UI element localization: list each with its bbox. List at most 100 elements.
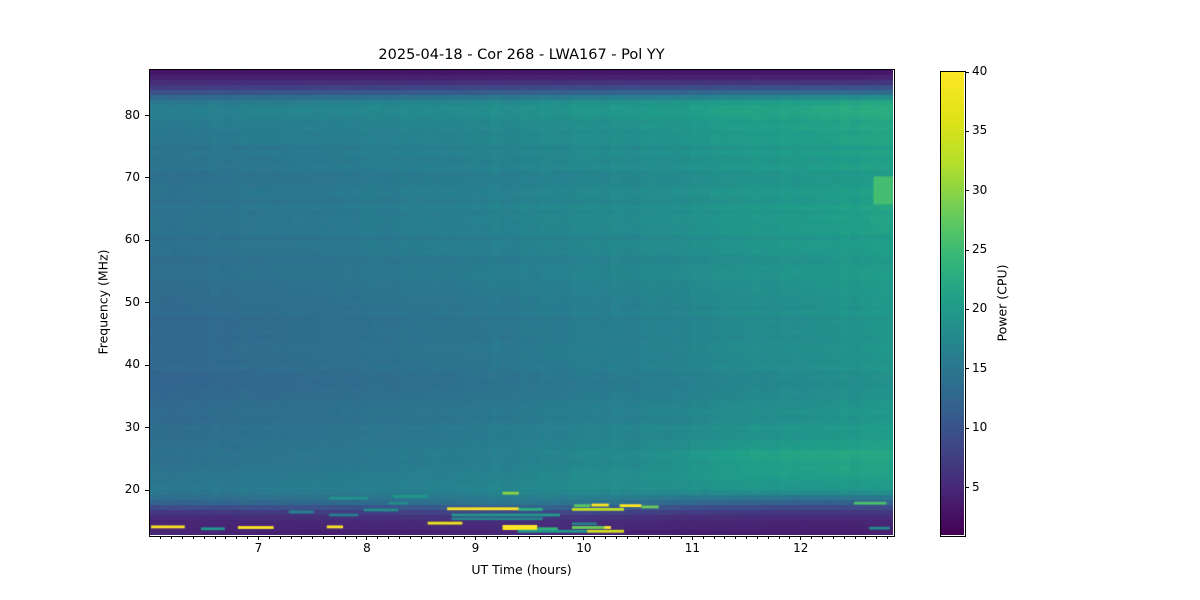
colorbar-tick-mark: [965, 249, 969, 251]
x-minor-tick-mark: [518, 536, 520, 539]
x-minor-tick-mark: [659, 536, 661, 539]
x-minor-tick-mark: [876, 536, 878, 539]
colorbar-gradient: [941, 72, 964, 535]
y-tick-mark: [145, 177, 149, 179]
colorbar-tick-label: 5: [972, 479, 980, 494]
x-minor-tick-mark: [182, 536, 184, 539]
x-tick-label: 12: [793, 541, 809, 555]
x-minor-tick-mark: [615, 536, 617, 539]
y-tick-mark: [145, 489, 149, 491]
x-minor-tick-mark: [887, 536, 889, 539]
x-minor-tick-mark: [561, 536, 563, 539]
y-tick-mark: [145, 115, 149, 117]
x-minor-tick-mark: [225, 536, 227, 539]
x-minor-tick-mark: [594, 536, 596, 539]
y-tick-label: 80: [124, 107, 140, 122]
x-minor-tick-mark: [290, 536, 292, 539]
x-tick-mark: [474, 536, 476, 540]
x-minor-tick-mark: [778, 536, 780, 539]
x-minor-tick-mark: [507, 536, 509, 539]
x-minor-tick-mark: [626, 536, 628, 539]
x-minor-tick-mark: [442, 536, 444, 539]
x-minor-tick-mark: [572, 536, 574, 539]
y-tick-mark: [145, 427, 149, 429]
x-minor-tick-mark: [388, 536, 390, 539]
x-minor-tick-mark: [344, 536, 346, 539]
x-tick-label: 11: [684, 541, 700, 555]
colorbar-tick-mark: [965, 487, 969, 488]
x-minor-tick-mark: [713, 536, 715, 539]
colorbar-tick-label: 25: [972, 242, 988, 257]
x-tick-label: 8: [363, 541, 371, 555]
x-minor-tick-mark: [160, 536, 162, 539]
x-minor-tick-mark: [333, 536, 335, 539]
x-minor-tick-mark: [680, 536, 682, 539]
y-tick-mark: [145, 364, 149, 366]
y-tick-label: 60: [124, 232, 140, 247]
x-minor-tick-mark: [746, 536, 748, 539]
x-tick-mark: [583, 536, 585, 540]
x-minor-tick-mark: [821, 536, 823, 539]
x-tick-mark: [257, 536, 259, 540]
x-minor-tick-mark: [464, 536, 466, 539]
x-minor-tick-mark: [171, 536, 173, 539]
colorbar-tick-mark: [965, 368, 969, 370]
x-minor-tick-mark: [485, 536, 487, 539]
x-minor-tick-mark: [377, 536, 379, 539]
x-minor-tick-mark: [420, 536, 422, 539]
x-minor-tick-mark: [605, 536, 607, 539]
x-minor-tick-mark: [214, 536, 216, 539]
x-minor-tick-mark: [550, 536, 552, 539]
y-tick-label: 50: [124, 294, 140, 309]
y-tick-label: 70: [124, 169, 140, 184]
x-minor-tick-mark: [854, 536, 856, 539]
x-tick-label: 7: [254, 541, 263, 555]
x-minor-tick-mark: [203, 536, 205, 539]
x-minor-tick-mark: [670, 536, 672, 539]
x-minor-tick-mark: [355, 536, 357, 539]
x-minor-tick-mark: [301, 536, 303, 539]
colorbar-tick-label: 20: [972, 301, 988, 316]
colorbar-tick-mark: [965, 190, 969, 192]
x-minor-tick-mark: [409, 536, 411, 539]
colorbar-tick-label: 30: [972, 182, 988, 197]
x-minor-tick-mark: [192, 536, 194, 539]
x-minor-tick-mark: [789, 536, 791, 539]
x-minor-tick-mark: [431, 536, 433, 539]
x-minor-tick-mark: [312, 536, 314, 539]
x-tick-mark: [366, 536, 368, 540]
chart-title: 2025-04-18 - Cor 268 - LWA167 - Pol YY: [378, 47, 665, 63]
x-minor-tick-mark: [756, 536, 758, 539]
x-tick-mark: [800, 536, 802, 540]
y-tick-mark: [145, 239, 149, 241]
x-minor-tick-mark: [236, 536, 238, 539]
x-minor-tick-mark: [268, 536, 270, 539]
x-minor-tick-mark: [648, 536, 650, 539]
x-axis-label: UT Time (hours): [471, 562, 572, 577]
colorbar-tick-label: 15: [972, 360, 988, 375]
x-minor-tick-mark: [323, 536, 325, 539]
spectrogram-heatmap: [150, 70, 893, 535]
x-minor-tick-mark: [735, 536, 737, 539]
x-minor-tick-mark: [398, 536, 400, 539]
colorbar-tick-mark: [965, 71, 969, 73]
colorbar-tick-label: 10: [972, 420, 988, 435]
x-minor-tick-mark: [529, 536, 531, 539]
y-tick-label: 30: [124, 419, 140, 434]
colorbar-tick-mark: [965, 308, 969, 310]
x-minor-tick-mark: [539, 536, 541, 539]
x-minor-tick-mark: [865, 536, 867, 539]
colorbar-tick-mark: [965, 130, 969, 132]
x-minor-tick-mark: [832, 536, 834, 539]
x-tick-mark: [691, 536, 693, 540]
x-minor-tick-mark: [702, 536, 704, 539]
x-minor-tick-mark: [637, 536, 639, 539]
colorbar-tick-label: 40: [972, 64, 988, 78]
x-minor-tick-mark: [811, 536, 813, 539]
x-minor-tick-mark: [843, 536, 845, 539]
x-tick-label: 10: [576, 541, 592, 555]
x-minor-tick-mark: [453, 536, 455, 539]
y-tick-mark: [145, 302, 149, 304]
x-minor-tick-mark: [247, 536, 249, 539]
